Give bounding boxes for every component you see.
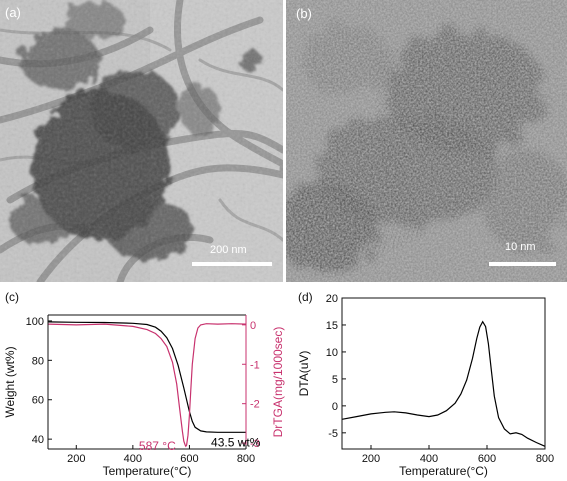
y-tick-label: 15 [326,320,338,332]
x-axis-label: Temperature(°C) [103,464,192,478]
x-tick-label: 200 [67,453,85,465]
tem-image-a [0,0,283,282]
annotation-peak-temp: 587 °C [139,439,176,453]
x-tick-label: 600 [180,453,198,465]
dta-chart: (d) 200 400 600 800 -5 0 5 10 15 20 Temperature(°C)… [297,290,554,478]
y-axis-label: DTA(uV) [297,351,311,397]
scale-bar-a [192,262,272,266]
y-axis-label-right: DrTGA(mg/1000sec) [271,327,285,438]
panel-label-a: (a) [5,5,21,20]
y-tick-label: 5 [332,374,338,386]
y-tick-label-left: 100 [26,316,44,328]
y-tick-label: 10 [326,347,338,359]
x-tick-label: 800 [237,453,255,465]
y-tick-label: -5 [328,428,338,440]
y-tick-label-left: 60 [32,395,44,407]
y-axis-label-left: Weight (wt%) [3,346,17,417]
tem-image-panel-b: (b) 10 nm [286,0,567,282]
y-tick-label-left: 80 [32,355,44,367]
y-tick-label-right: -3 [250,438,260,450]
y-tick-label-left: 40 [32,434,44,446]
annotation-residue: 43.5 wt% [211,435,261,449]
tem-image-b [286,0,567,282]
x-tick-label: 400 [420,453,438,465]
y-tick-label-right: -2 [250,399,260,411]
y-tick-label-right: 0 [250,320,256,332]
tem-image-panel-a: (a) 200 nm [0,0,283,282]
x-tick-label: 200 [362,453,380,465]
x-tick-label: 600 [478,453,496,465]
panel-label-c: (c) [5,290,19,304]
dta-line [341,320,546,447]
x-axis-label: Temperature(°C) [399,464,488,478]
y-tick-label-right: -1 [250,359,260,371]
scale-bar-label-a: 200 nm [210,244,247,256]
x-tick-label: 800 [536,453,554,465]
chart-panel-c: (c) 200 400 600 800 40 60 80 100 0 -1 -2 -3 Temperatu… [0,284,290,481]
scale-bar-label-b: 10 nm [505,241,536,253]
plot-frame [341,297,546,450]
y-tick-label: 0 [332,401,338,413]
panel-label-b: (b) [296,6,312,21]
chart-panel-d: (d) 200 400 600 800 -5 0 5 10 15 20 Temperature(°C)… [290,284,567,481]
scale-bar-b [489,262,556,266]
x-tick-label: 400 [124,453,142,465]
y-tick-label: 20 [326,293,338,305]
drtga-line [47,323,247,448]
panel-label-d: (d) [298,290,313,304]
weight-line [47,321,246,433]
tga-chart: (c) 200 400 600 800 40 60 80 100 0 -1 -2 -3 Temperatu… [3,290,285,478]
